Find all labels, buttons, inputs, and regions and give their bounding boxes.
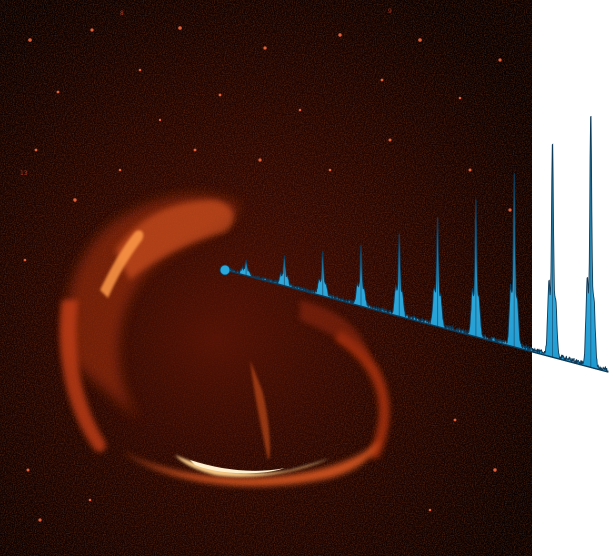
pulsar-marker <box>219 264 231 276</box>
tiny-marker: 8 <box>120 10 124 17</box>
light-curve-area <box>224 115 609 373</box>
light-curve-baseline <box>224 269 609 373</box>
background-stars <box>23 26 512 522</box>
tiny-marker: 13 <box>20 170 28 177</box>
light-curve-series <box>224 115 609 373</box>
tiny-marker: 9 <box>388 8 392 15</box>
remnant-shell <box>40 190 390 490</box>
